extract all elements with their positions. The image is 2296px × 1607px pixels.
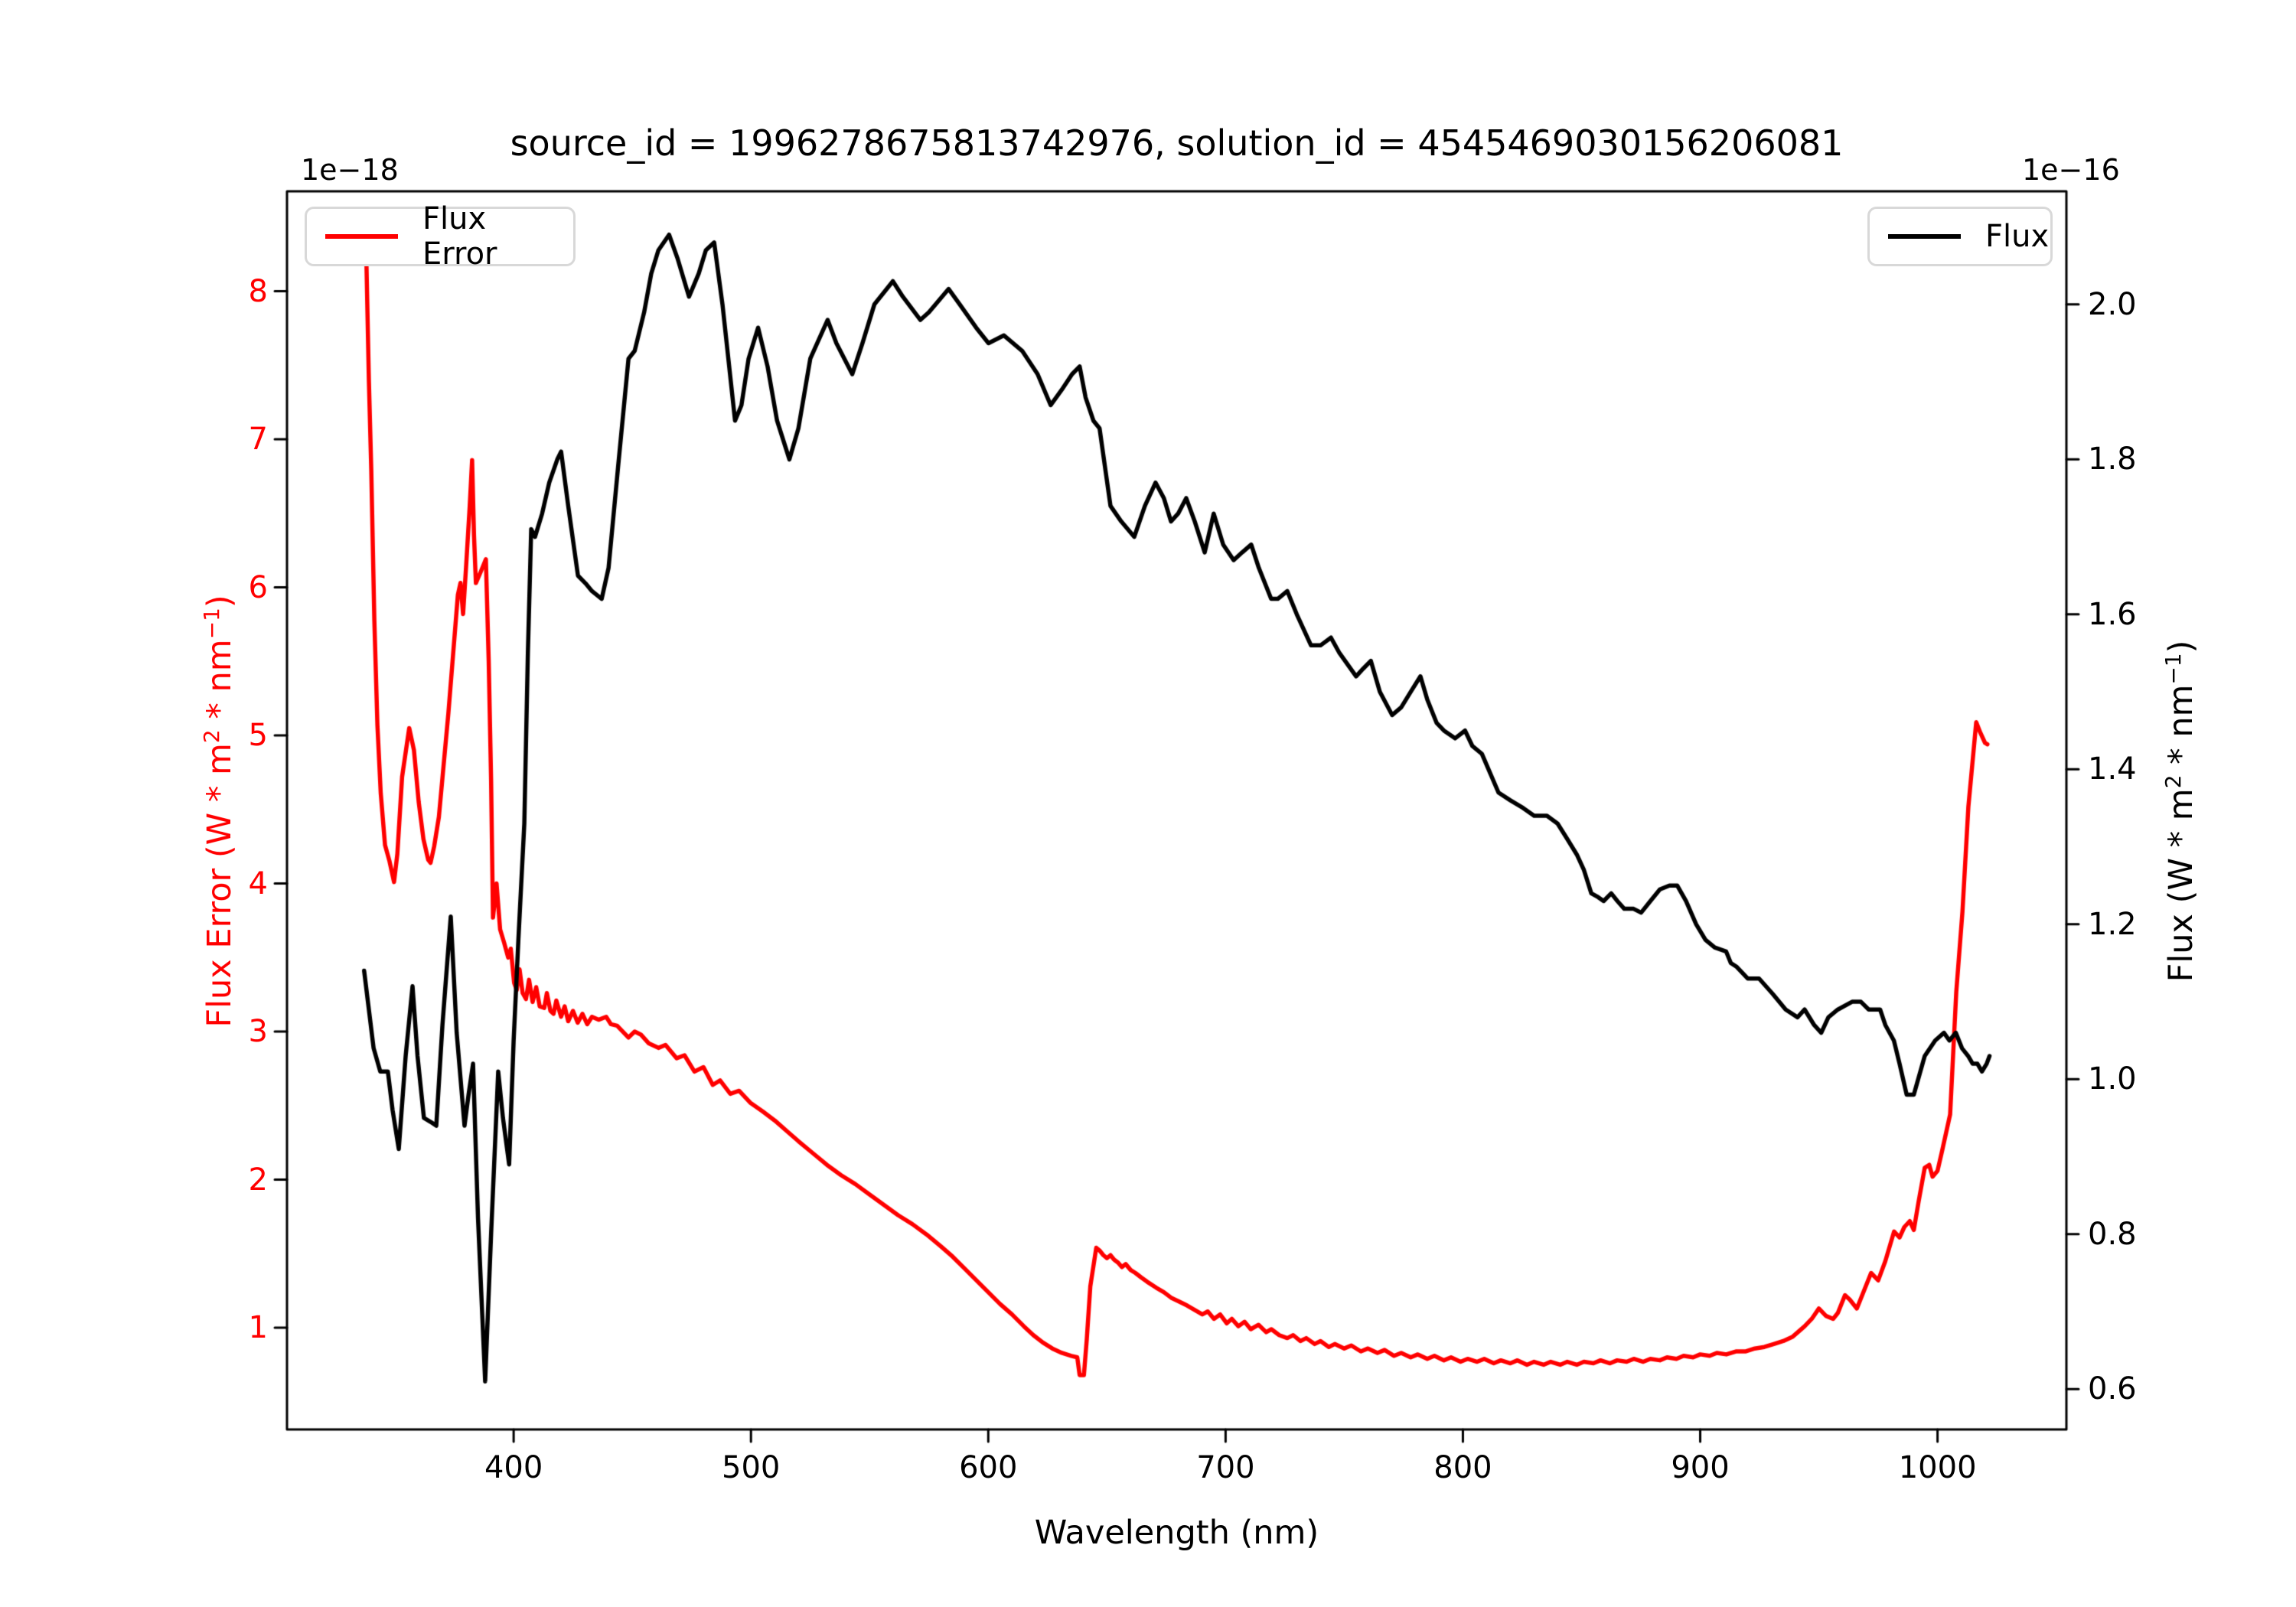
y-right-tick-label: 1.6 xyxy=(2088,596,2137,632)
y-left-label-supm1: −1 xyxy=(198,608,224,640)
y-left-tick-label: 7 xyxy=(248,422,268,458)
legend-flux-error-label: Flux Error xyxy=(422,201,497,272)
y-right-label-mid: * nm xyxy=(2162,684,2200,775)
x-tick-label: 400 xyxy=(484,1450,543,1485)
x-axis-label: Wavelength (nm) xyxy=(1034,1514,1319,1552)
legend-flux-label: Flux xyxy=(1985,219,2050,254)
x-tick-label: 1000 xyxy=(1898,1450,1977,1485)
y-left-label-post: ) xyxy=(201,595,239,608)
flux-error-line-swatch xyxy=(325,234,398,239)
x-tick-label: 600 xyxy=(959,1450,1018,1485)
y-right-tick-label: 1.4 xyxy=(2088,751,2137,787)
flux-line-swatch xyxy=(1888,234,1961,239)
y-right-tick-label: 2.0 xyxy=(2088,286,2137,322)
y-right-label-supm1: −1 xyxy=(2160,653,2186,685)
y-left-tick-label: 8 xyxy=(248,273,268,309)
y-left-tick-label: 1 xyxy=(248,1310,268,1346)
plot-title: source_id = 1996278675813742976, solutio… xyxy=(510,122,1844,164)
y-left-label-pre: Flux Error (W * m xyxy=(201,743,239,1028)
x-tick-label: 500 xyxy=(722,1450,781,1485)
y-left-tick-label: 5 xyxy=(248,718,268,754)
y-left-tick-label: 3 xyxy=(248,1014,268,1050)
legend-flux: Flux xyxy=(1867,207,2053,266)
y-right-offset-text: 1e−16 xyxy=(2022,153,2120,187)
x-tick-label: 800 xyxy=(1433,1450,1492,1485)
y-right-label-sup2: 2 xyxy=(2160,774,2186,789)
y-right-axis-label: Flux (W * m2 * nm−1) xyxy=(2160,640,2200,983)
legend-flux-error: Flux Error xyxy=(305,201,576,272)
y-left-tick-label: 4 xyxy=(248,865,268,901)
x-tick-label: 700 xyxy=(1196,1450,1255,1485)
x-tick-label: 900 xyxy=(1671,1450,1730,1485)
y-left-label-sup2: 2 xyxy=(198,729,224,744)
y-left-offset-text: 1e−18 xyxy=(301,153,399,187)
y-right-label-pre: Flux (W * m xyxy=(2162,788,2200,983)
y-left-label-mid: * nm xyxy=(201,639,239,730)
y-left-tick-label: 6 xyxy=(248,569,268,605)
y-right-tick-label: 0.6 xyxy=(2088,1371,2137,1407)
y-left-tick-label: 2 xyxy=(248,1162,268,1198)
y-right-tick-label: 1.8 xyxy=(2088,442,2137,478)
y-left-axis-label: Flux Error (W * m2 * nm−1) xyxy=(198,595,239,1028)
y-right-tick-label: 1.2 xyxy=(2088,906,2137,942)
y-right-tick-label: 1.0 xyxy=(2088,1061,2137,1097)
y-right-tick-label: 0.8 xyxy=(2088,1216,2137,1252)
y-right-label-post: ) xyxy=(2162,640,2200,654)
